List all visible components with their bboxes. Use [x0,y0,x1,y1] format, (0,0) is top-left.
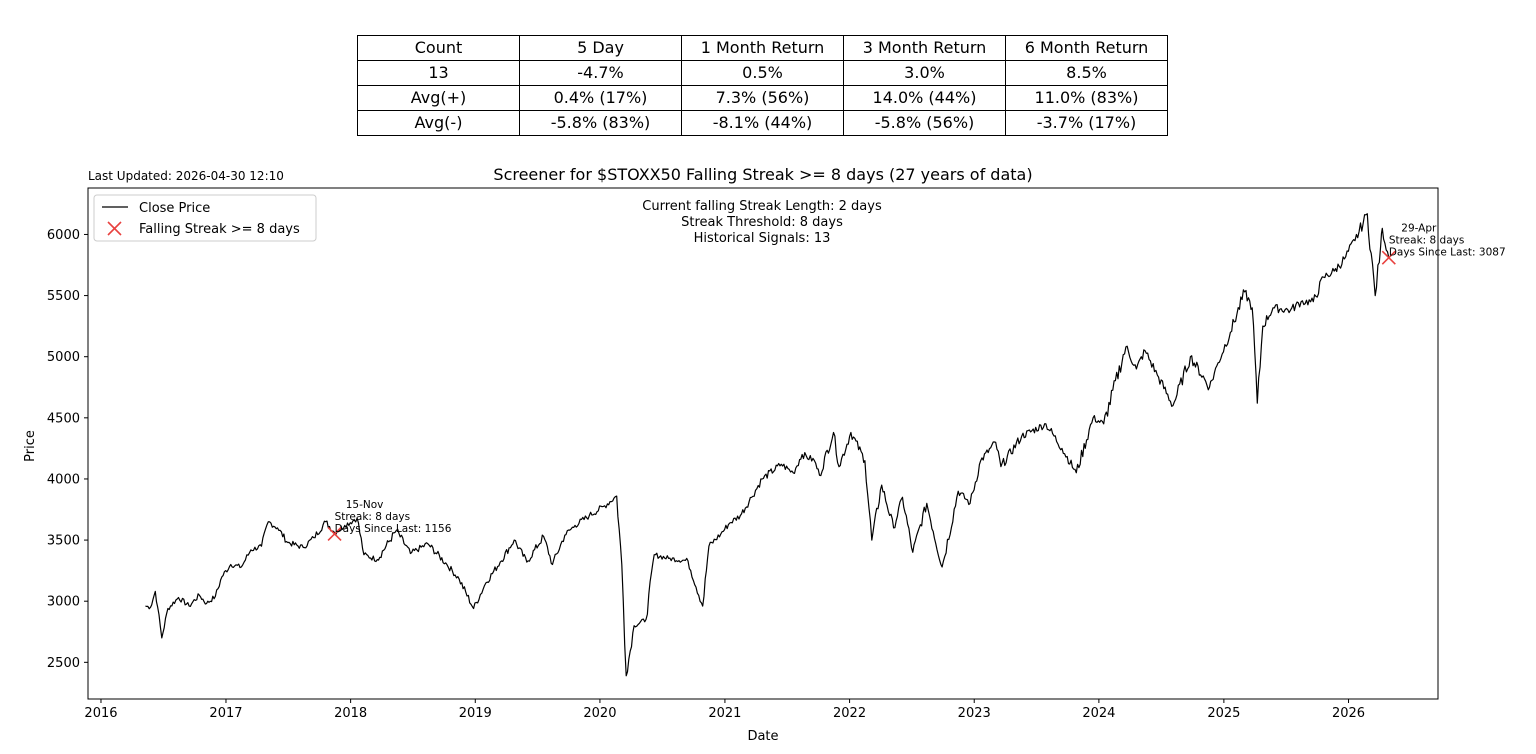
stats-header-cell: 3 Month Return [843,35,1006,61]
legend: Close Price Falling Streak >= 8 days [93,194,317,242]
falling-streak-marker [1381,250,1396,265]
y-tick-label: 5500 [47,289,80,304]
x-tick-label: 2017 [209,706,242,721]
stats-header-row: Count 5 Day 1 Month Return 3 Month Retur… [357,35,1168,61]
stats-cell: 14.0% (44%) [843,85,1006,111]
legend-frame [93,194,317,242]
x-tick-label: 2023 [958,706,991,721]
stats-table: Count 5 Day 1 Month Return 3 Month Retur… [357,35,1168,136]
x-tick-label: 2018 [334,706,367,721]
info-line-signals: Historical Signals: 13 [694,231,831,246]
y-tick-label: 3500 [47,534,80,549]
stats-row-avg-negative: Avg(-) -5.8% (83%) -8.1% (44%) -5.8% (56… [357,110,1168,136]
stats-cell: -3.7% (17%) [1005,110,1168,136]
y-axis-label: Price [23,430,38,462]
y-tick-label: 2500 [47,656,80,671]
stats-cell: 11.0% (83%) [1005,85,1168,111]
stats-cell: Avg(+) [357,85,520,111]
x-tick-label: 2024 [1082,706,1115,721]
stats-cell: -5.8% (56%) [843,110,1006,136]
stats-cell: 8.5% [1005,60,1168,86]
y-tick-label: 4000 [47,472,80,487]
info-box: Current falling Streak Length: 2 days St… [642,199,882,246]
y-tick-label: 3000 [47,595,80,610]
stats-header-cell: Count [357,35,520,61]
info-line-threshold: Streak Threshold: 8 days [681,215,843,230]
x-tick-label: 2026 [1332,706,1365,721]
y-axis: 2500 3000 3500 4000 4500 5000 5500 6000 [47,228,88,671]
legend-label-close-price: Close Price [139,201,210,216]
x-axis: 2016 2017 2018 2019 2020 2021 2022 2023 2024 2025… [84,699,1365,721]
legend-label-falling-streak: Falling Streak >= 8 days [139,222,300,237]
plot-frame [87,187,1439,700]
stats-cell: -5.8% (83%) [519,110,682,136]
stats-cell: -8.1% (44%) [681,110,844,136]
x-tick-label: 2022 [833,706,866,721]
stats-cell: 0.5% [681,60,844,86]
series-layer [145,213,1390,677]
x-axis-label: Date [747,729,778,744]
stats-cell: Avg(-) [357,110,520,136]
x-tick-label: 2025 [1207,706,1240,721]
marker-layer [327,250,1396,542]
legend-marker-swatch [107,221,122,236]
chart-title: Screener for $STOXX50 Falling Streak >= … [493,165,1032,184]
annotation-streak: Streak: 8 days [335,511,411,523]
stats-cell: 7.3% (56%) [681,85,844,111]
stats-row-avg-positive: Avg(+) 0.4% (17%) 7.3% (56%) 14.0% (44%)… [357,85,1168,111]
annotation-date: 29-Apr [1401,223,1437,235]
stats-header-cell: 5 Day [519,35,682,61]
stats-cell: -4.7% [519,60,682,86]
x-tick-label: 2019 [459,706,492,721]
stats-header-cell: 6 Month Return [1005,35,1168,61]
info-line-streak-length: Current falling Streak Length: 2 days [642,199,882,214]
annotation-days-since: Days Since Last: 3087 [1389,247,1506,259]
y-tick-label: 4500 [47,411,80,426]
stats-cell: 3.0% [843,60,1006,86]
annotation-date: 15-Nov [346,499,384,511]
y-tick-label: 6000 [47,228,80,243]
y-tick-label: 5000 [47,350,80,365]
x-tick-label: 2020 [583,706,616,721]
falling-streak-marker [327,526,342,542]
x-tick-label: 2021 [708,706,741,721]
last-updated: Last Updated: 2026-04-30 12:10 [88,169,284,183]
stats-cell: 0.4% (17%) [519,85,682,111]
close-price-line [145,213,1390,677]
x-tick-label: 2016 [84,706,117,721]
stats-row-count: 13 -4.7% 0.5% 3.0% 8.5% [357,60,1168,86]
annotation-streak: Streak: 8 days [1389,235,1465,247]
annotation-days-since: Days Since Last: 1156 [335,523,452,535]
